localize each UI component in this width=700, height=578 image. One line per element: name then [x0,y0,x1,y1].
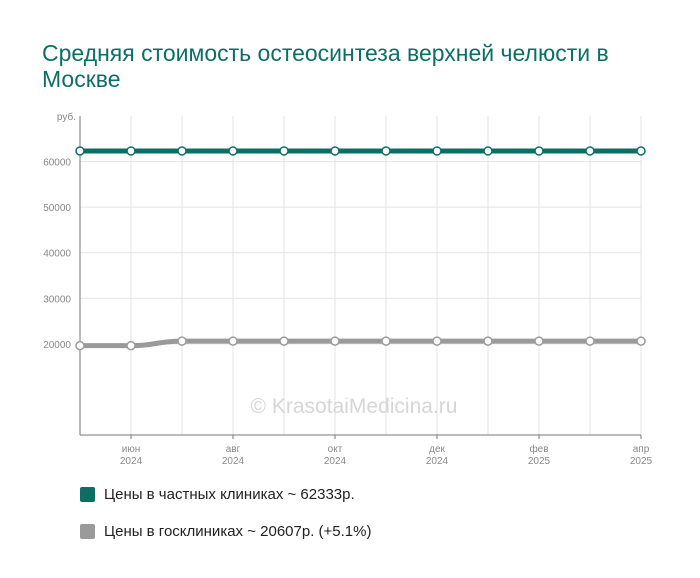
data-point-series-2 [228,336,238,346]
x-tick-label-month: апр [633,444,650,455]
x-tick-label-month: дек [429,444,445,455]
x-tick-label-year: 2025 [630,456,653,467]
y-tick-label: 50000 [43,203,71,214]
y-tick-label: 40000 [43,249,71,260]
data-point-series-1 [483,146,493,156]
data-point-series-1 [330,146,340,156]
y-tick-label: 20000 [43,340,71,351]
data-point-series-1 [228,146,238,156]
data-point-series-2 [585,336,595,346]
legend-item-2: Цены в госклиниках ~ 20607р. (+5.1%) [80,520,371,542]
data-point-series-2 [177,336,187,346]
grid [79,116,642,435]
x-tick-label-month: авг [226,444,241,455]
data-point-series-2 [432,336,442,346]
x-tick-label-month: июн [122,444,141,455]
legend-label: Цены в госклиниках ~ 20607р. (+5.1%) [104,522,372,540]
data-point-series-1 [534,146,544,156]
data-point-series-1 [279,146,289,156]
data-point-series-1 [585,146,595,156]
x-tick-label-year: 2024 [222,456,245,467]
data-point-series-1 [126,146,136,156]
x-tick-label-year: 2024 [426,456,449,467]
line-chart: 2000030000400005000060000руб.июн2024авг2… [43,111,652,467]
legend-swatch [80,523,95,539]
x-tick-label-month: окт [328,444,343,455]
chart-title: Средняя стоимость остеосинтеза верхней ч… [42,40,609,92]
legend-label: Цены в частных клиниках ~ 62333р. [104,485,355,503]
data-point-series-1 [381,146,391,156]
x-tick-label-year: 2024 [324,456,347,467]
data-point-series-2 [279,336,289,346]
data-point-series-2 [126,340,136,351]
legend-item-1: Цены в частных клиниках ~ 62333р. [80,483,371,505]
series-layer [75,146,646,351]
data-point-series-1 [432,146,442,156]
legend: Цены в частных клиниках ~ 62333р. Цены в … [80,483,371,557]
x-tick-label-month: фев [529,443,548,455]
x-tick-label-year: 2024 [120,456,143,467]
legend-swatch [80,486,95,502]
data-point-series-2 [483,336,493,346]
data-point-series-2 [330,336,340,346]
data-point-series-2 [381,336,391,346]
axes: 2000030000400005000060000руб.июн2024авг2… [43,111,652,467]
y-tick-label: 30000 [43,294,71,305]
data-point-series-2 [534,336,544,346]
data-point-series-1 [177,146,187,156]
y-tick-label: 60000 [43,158,71,169]
series-line-2 [77,338,644,349]
data-point-series-1 [636,146,646,156]
data-point-series-2 [636,336,646,346]
y-unit-label: руб. [57,111,76,123]
x-tick-label-year: 2025 [528,456,551,467]
watermark: © KrasotaiMedicina.ru [251,395,458,418]
data-point-series-2 [75,340,85,351]
data-point-series-1 [75,146,85,156]
